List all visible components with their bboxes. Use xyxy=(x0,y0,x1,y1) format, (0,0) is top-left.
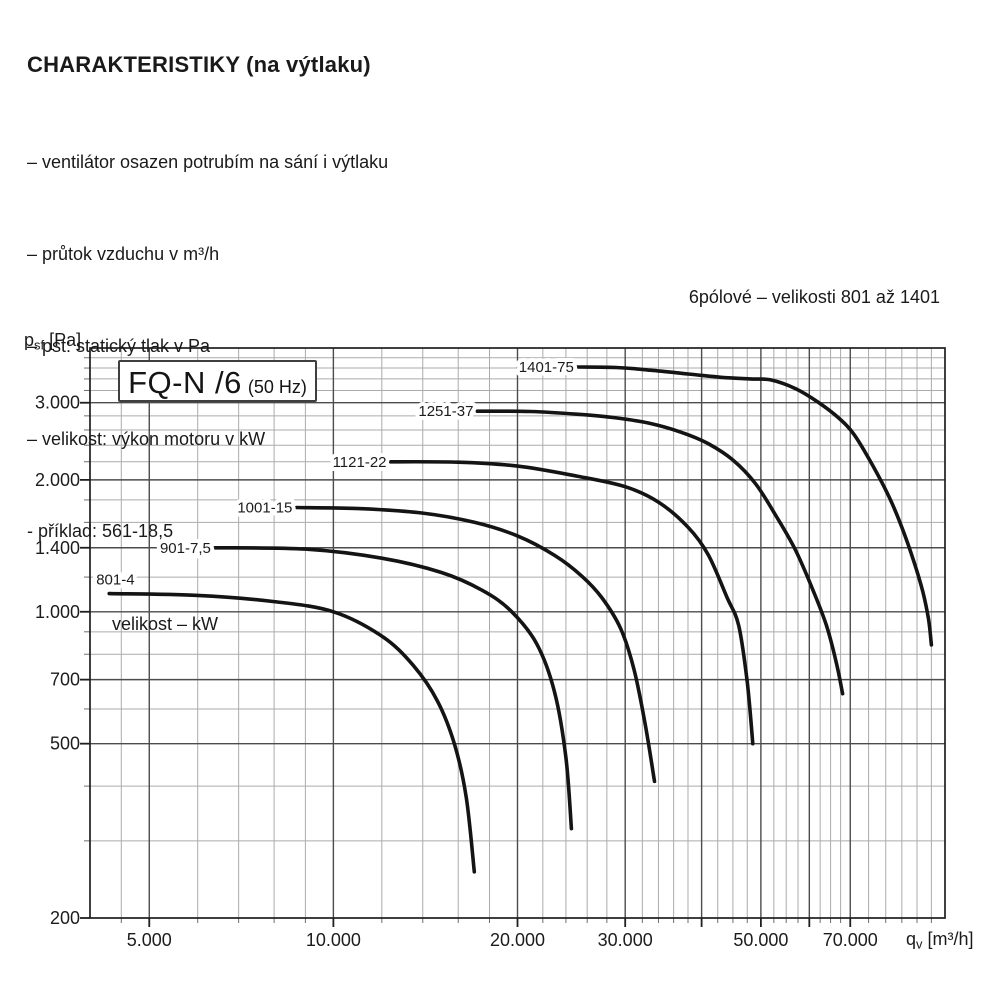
curve-801-4: 801-4 xyxy=(92,568,477,874)
bullet-item: – průtok vzduchu v m³/h xyxy=(27,243,220,264)
curve-1121-22: 1121-22 xyxy=(329,450,755,746)
y-axis-unit-label: psf [Pa] xyxy=(24,330,81,353)
bullet-item: – ventilátor osazen potrubím na sání i v… xyxy=(27,151,389,172)
axis-ticks xyxy=(80,357,932,927)
curve-label: 1001-15 xyxy=(237,499,292,516)
x-axis-unit-label: qv [m³/h] xyxy=(906,929,974,952)
curve-path xyxy=(107,591,477,874)
page-title: CHARAKTERISTIKY (na výtlaku) xyxy=(27,52,371,77)
bullet-item: - příklad: 561-18,5 xyxy=(27,521,174,542)
curve-path xyxy=(475,409,845,696)
y-axis-symbol: p xyxy=(24,330,35,350)
curve-1001-15: 1001-15 xyxy=(233,495,657,784)
y-tick-label: 700 xyxy=(50,670,80,690)
curve-1401-75: 1401-75 xyxy=(515,355,934,647)
x-tick-label: 50.000 xyxy=(733,930,788,950)
x-axis-subscript: v xyxy=(916,936,923,952)
chart-title-main: FQ-N /6 xyxy=(128,365,242,400)
series-range-caption: 6pólové – velikosti 801 až 1401 xyxy=(688,287,940,307)
curve-path xyxy=(388,459,755,746)
curve-1251-37: 1251-37 xyxy=(414,399,845,696)
y-axis-subscript: sf xyxy=(34,337,45,353)
curve-label: 1401-75 xyxy=(519,359,574,376)
curve-path xyxy=(294,505,657,784)
curve-label: 1251-37 xyxy=(418,403,473,420)
curve-path xyxy=(576,365,934,647)
y-tick-label: 1.400 xyxy=(35,538,80,558)
curve-label: 901-7,5 xyxy=(160,540,211,557)
curve-label: 1121-22 xyxy=(333,454,387,471)
curve-label: 801-4 xyxy=(96,572,134,589)
chart-title-box: FQ-N /6 (50 Hz) xyxy=(118,360,317,402)
chart-title-frequency: (50 Hz) xyxy=(247,377,307,397)
y-tick-label: 200 xyxy=(50,908,80,928)
x-tick-label: 30.000 xyxy=(598,930,653,950)
x-tick-label: 70.000 xyxy=(823,930,878,950)
bullet-list: – ventilátor osazen potrubím na sání i v… xyxy=(27,85,388,670)
axis-tick-labels: 5.000 10.000 20.000 30.000 50.000 70.000 200 50… xyxy=(35,393,878,950)
bullet-item: – pst: statický tlak v Pa xyxy=(27,336,211,357)
y-axis-unit: [Pa] xyxy=(44,330,82,350)
bullet-item-indented: velikost – kW xyxy=(112,613,219,634)
curve-path xyxy=(213,546,574,831)
gridlines-minor xyxy=(90,348,945,918)
plot-border xyxy=(89,347,946,919)
gridlines-major xyxy=(90,348,945,918)
y-tick-label: 3.000 xyxy=(35,393,80,413)
curve-901-7,5: 901-7,5 xyxy=(156,536,574,831)
y-tick-label: 1.000 xyxy=(35,602,80,622)
x-axis-symbol: q xyxy=(906,929,917,949)
x-tick-label: 5.000 xyxy=(127,930,172,950)
bullet-item: – velikost: výkon motoru v kW xyxy=(27,428,266,449)
x-tick-label: 10.000 xyxy=(306,930,361,950)
y-tick-label: 2.000 xyxy=(35,470,80,490)
y-tick-label: 500 xyxy=(50,734,80,754)
x-axis-unit: [m³/h] xyxy=(922,929,974,949)
x-tick-label: 20.000 xyxy=(490,930,545,950)
